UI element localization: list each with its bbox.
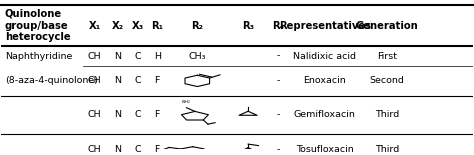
Text: CH₃: CH₃ [189, 51, 206, 60]
Text: $^{NH_2}$: $^{NH_2}$ [182, 99, 191, 106]
Text: F: F [155, 76, 160, 85]
Text: Enoxacin: Enoxacin [303, 76, 346, 85]
Text: Nalidixic acid: Nalidixic acid [293, 51, 356, 60]
Text: R₄: R₄ [272, 21, 284, 31]
Text: -: - [276, 110, 280, 119]
Text: CH: CH [88, 51, 101, 60]
Text: -: - [276, 51, 280, 60]
Text: CH: CH [88, 145, 101, 154]
Text: H: H [154, 51, 161, 60]
Text: (8-aza-4-quinolone): (8-aza-4-quinolone) [5, 76, 98, 85]
Text: R₁: R₁ [151, 21, 163, 31]
Text: Naphthyridine: Naphthyridine [5, 51, 72, 60]
Text: CH: CH [88, 76, 101, 85]
Text: R₂: R₂ [191, 21, 203, 31]
Text: Gemifloxacin: Gemifloxacin [294, 110, 356, 119]
Text: X₁: X₁ [89, 21, 101, 31]
Text: -: - [276, 145, 280, 154]
Text: N: N [114, 145, 121, 154]
Text: Second: Second [370, 76, 405, 85]
Text: F: F [155, 145, 160, 154]
Text: C: C [135, 51, 142, 60]
Text: F: F [155, 110, 160, 119]
Text: Third: Third [375, 110, 400, 119]
Text: N: N [114, 110, 121, 119]
Text: First: First [377, 51, 397, 60]
Text: Tosufloxacin: Tosufloxacin [296, 145, 354, 154]
Text: C: C [135, 145, 142, 154]
Text: Quinolone
group/base
heterocycle: Quinolone group/base heterocycle [5, 9, 71, 42]
Text: X₂: X₂ [111, 21, 124, 31]
Text: C: C [135, 76, 142, 85]
Text: C: C [135, 110, 142, 119]
Text: Third: Third [375, 145, 400, 154]
Text: CH: CH [88, 110, 101, 119]
Text: R₃: R₃ [242, 21, 254, 31]
Text: Generation: Generation [356, 21, 419, 31]
Text: N: N [114, 51, 121, 60]
Text: X₃: X₃ [132, 21, 144, 31]
Text: N: N [114, 76, 121, 85]
Text: -: - [276, 76, 280, 85]
Text: Representatives: Representatives [279, 21, 371, 31]
